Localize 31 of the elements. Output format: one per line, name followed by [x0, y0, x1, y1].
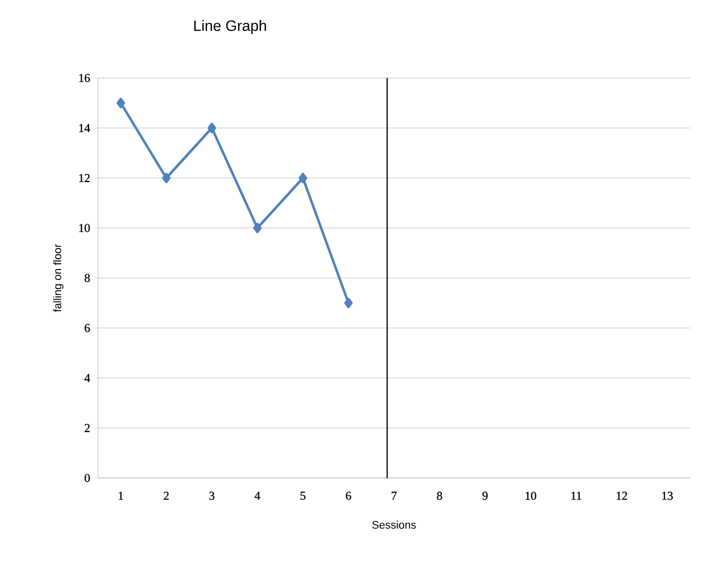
y-tick-label: 8	[84, 274, 90, 282]
y-tick-label: 12	[79, 174, 90, 182]
x-axis-title: Sessions	[372, 520, 416, 529]
chart-title: Line Graph	[194, 20, 266, 34]
x-tick-label: 9	[482, 492, 488, 500]
point	[253, 222, 262, 234]
y-axis-title: falling on floor	[53, 244, 64, 312]
x-tick-label: 4	[254, 492, 260, 500]
x-tick-label: 2	[164, 492, 169, 500]
x-tick-label: 13	[662, 492, 673, 500]
x-tick-label: 8	[437, 492, 442, 500]
x-tick-label: 12	[616, 492, 628, 500]
y-tick-label: 10	[79, 224, 90, 232]
x-tick-label: 5	[300, 492, 306, 500]
y-tick-label: 14	[79, 124, 90, 132]
y-tick-label: 16	[79, 74, 90, 82]
y-tick-label: 6	[84, 324, 90, 332]
y-tick-label: 2	[84, 424, 90, 432]
point	[208, 122, 216, 134]
x-tick-label: 7	[392, 492, 397, 500]
x-tick-label: 6	[346, 492, 352, 500]
x-tick-label: 3	[209, 492, 214, 500]
x-tick-label: 1	[118, 492, 124, 500]
x-tick-label: 11	[571, 492, 582, 500]
point	[162, 172, 171, 184]
point	[116, 98, 126, 108]
point	[298, 172, 308, 184]
x-tick-label: 10	[526, 492, 536, 500]
y-tick-label: 4	[84, 374, 90, 382]
point	[344, 298, 353, 308]
y-tick-label: 0	[84, 474, 90, 482]
